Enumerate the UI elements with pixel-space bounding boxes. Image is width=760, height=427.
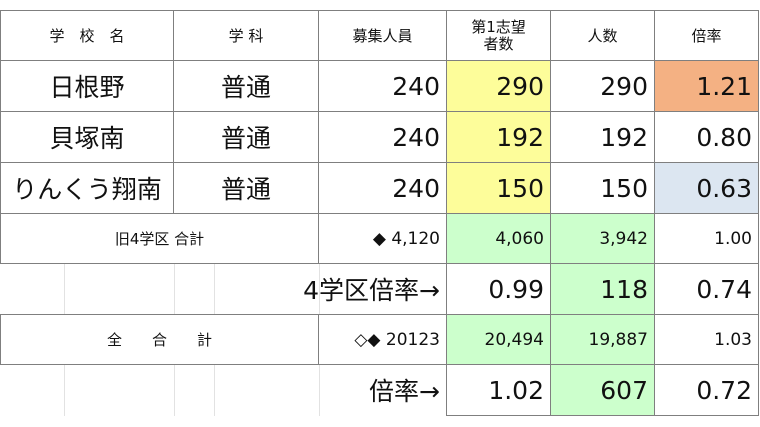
first-choice: 150: [446, 162, 551, 214]
table-row: 貝塚南 普通 240 192 192 0.80: [0, 111, 759, 163]
grand-total-label: 全 合 計: [0, 314, 319, 365]
district-ratio-value2: 0.74: [654, 263, 759, 315]
capacity: 240: [318, 111, 447, 163]
grand-ratio-label: 倍率→: [369, 377, 440, 407]
school-name: 貝塚南: [0, 111, 174, 163]
grand-capacity: ◇◆ 20123: [318, 314, 447, 365]
header-row: 学 校 名 学 科 募集人員 第1志望 者数 人数 倍率: [0, 10, 759, 61]
grand-count: 19,887: [550, 314, 655, 365]
district-count: 3,942: [550, 213, 655, 264]
ratio: 0.63: [654, 162, 759, 214]
district-ratio-row: 4学区倍率→ 0.99 118 0.74: [0, 263, 759, 315]
first-choice: 192: [446, 111, 551, 163]
first-choice: 290: [446, 60, 551, 112]
header-first-choice-line2: 者数: [483, 34, 514, 53]
grand-total-row: 全 合 計 ◇◆ 20123 20,494 19,887 1.03: [0, 314, 759, 365]
grand-ratio-row: 倍率→ 1.02 607 0.72: [0, 364, 759, 416]
course: 普通: [173, 60, 319, 112]
grand-first-choice: 20,494: [446, 314, 551, 365]
header-first-choice-line1: 第1志望: [471, 17, 526, 36]
header-first-choice: 第1志望 者数: [446, 10, 551, 61]
admissions-table: 学 校 名 学 科 募集人員 第1志望 者数 人数 倍率 日根野 普通 240 2…: [0, 10, 759, 416]
district-ratio: 1.00: [654, 213, 759, 264]
count: 150: [550, 162, 655, 214]
course: 普通: [173, 162, 319, 214]
course: 普通: [173, 111, 319, 163]
district-capacity: ◆ 4,120: [318, 213, 447, 264]
capacity: 240: [318, 60, 447, 112]
grand-ratio-value2: 0.72: [654, 364, 759, 416]
table-row: 日根野 普通 240 290 290 1.21: [0, 60, 759, 112]
header-count: 人数: [550, 10, 655, 61]
school-name: 日根野: [0, 60, 174, 112]
ratio: 1.21: [654, 60, 759, 112]
grand-ratio: 1.03: [654, 314, 759, 365]
grand-diff: 607: [550, 364, 655, 416]
header-school: 学 校 名: [0, 10, 174, 61]
header-capacity: 募集人員: [318, 10, 447, 61]
grand-ratio-label-cell: 倍率→: [0, 364, 447, 416]
ratio: 0.80: [654, 111, 759, 163]
capacity: 240: [318, 162, 447, 214]
district-ratio-label-cell: 4学区倍率→: [0, 263, 447, 315]
district-ratio-value1: 0.99: [446, 263, 551, 315]
grand-ratio-value1: 1.02: [446, 364, 551, 416]
school-name: りんくう翔南: [0, 162, 174, 214]
header-course: 学 科: [173, 10, 319, 61]
table-row: りんくう翔南 普通 240 150 150 0.63: [0, 162, 759, 214]
district-total-label: 旧4学区 合計: [0, 213, 319, 264]
count: 290: [550, 60, 655, 112]
district-first-choice: 4,060: [446, 213, 551, 264]
header-ratio: 倍率: [654, 10, 759, 61]
district-diff: 118: [550, 263, 655, 315]
count: 192: [550, 111, 655, 163]
district-ratio-label: 4学区倍率→: [303, 276, 440, 305]
district-total-row: 旧4学区 合計 ◆ 4,120 4,060 3,942 1.00: [0, 213, 759, 264]
